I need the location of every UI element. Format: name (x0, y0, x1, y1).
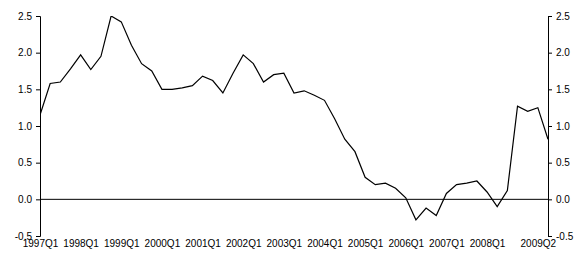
tick: 1.5 (548, 84, 570, 95)
tick: 2008Q1 (470, 236, 506, 249)
tick-label: 1997Q1 (23, 238, 59, 249)
tick: 2001Q1 (185, 236, 221, 249)
tick-label: 0.0 (556, 194, 570, 205)
tick-label: 2009Q2 (521, 238, 557, 249)
plot-area (40, 16, 548, 220)
tick-mark (36, 16, 40, 17)
tick-label: 2.0 (18, 47, 32, 58)
tick-mark (36, 53, 40, 54)
tick-label: 2000Q1 (145, 238, 181, 249)
tick-mark (36, 236, 40, 237)
tick-label: 0.0 (18, 194, 32, 205)
tick: 1.0 (18, 121, 40, 132)
tick: 0.0 (548, 194, 570, 205)
y2-axis: -0.5 0.0 0.5 1.0 1.5 2.0 2.5 (548, 11, 574, 242)
tick: 2.5 (548, 11, 570, 22)
tick-label: 2001Q1 (185, 238, 221, 249)
tick-label: 2007Q1 (429, 238, 465, 249)
tick: 2005Q1 (348, 236, 384, 249)
tick: 1.0 (548, 121, 570, 132)
tick-mark (548, 89, 552, 90)
tick: 0.5 (18, 157, 40, 168)
axis-line (549, 17, 553, 237)
tick-label: 1998Q1 (63, 238, 99, 249)
tick: 2.0 (548, 47, 570, 58)
y-axis: -0.50.00.51.01.52.02.5 (15, 11, 41, 242)
tick-mark (36, 163, 40, 164)
tick: 2004Q1 (307, 236, 343, 249)
tick: 1997Q1 (23, 236, 59, 249)
tick-mark (548, 16, 552, 17)
tick: 2.0 (18, 47, 40, 58)
tick-label: 2005Q1 (348, 238, 384, 249)
tick-label: 2008Q1 (470, 238, 506, 249)
axis-line (36, 17, 41, 237)
tick-label: 1999Q1 (104, 238, 140, 249)
tick: 2002Q1 (226, 236, 262, 249)
tick-mark (548, 53, 552, 54)
tick: 1998Q1 (63, 236, 99, 249)
tick-label: 2.5 (18, 11, 32, 22)
tick: 0.0 (18, 194, 40, 205)
x-axis: 1997Q1 1998Q1 1999Q1 2000Q1 2001Q1 2002Q1 2003… (23, 236, 557, 249)
tick-label: 1.5 (556, 84, 570, 95)
tick: 2009Q2 (521, 236, 557, 249)
tick: 0.5 (548, 157, 570, 168)
tick-label: 1.0 (556, 121, 570, 132)
tick-label: 2003Q1 (267, 238, 303, 249)
line (40, 16, 548, 220)
tick-label: 2.0 (556, 47, 570, 58)
tick: 1999Q1 (104, 236, 140, 249)
tick-label: 0.5 (18, 157, 32, 168)
tick-label: 0.5 (556, 157, 570, 168)
tick: 2003Q1 (267, 236, 303, 249)
tick: 2.5 (18, 11, 40, 22)
tick-mark (548, 163, 552, 164)
tick-label: -0.5 (556, 231, 574, 242)
tick: 2007Q1 (429, 236, 465, 249)
zero-line (40, 199, 548, 200)
tick-mark (36, 89, 40, 90)
tick-mark (548, 126, 552, 127)
tick-label: 2002Q1 (226, 238, 262, 249)
tick: 1.5 (18, 84, 40, 95)
tick-label: 1.0 (18, 121, 32, 132)
tick-label: 2006Q1 (388, 238, 424, 249)
tick: 2000Q1 (145, 236, 181, 249)
tick-mark (548, 199, 552, 200)
tick-label: 1.5 (18, 84, 32, 95)
tick-mark (36, 126, 40, 127)
tick-label: 2.5 (556, 11, 570, 22)
chart: -0.50.00.51.01.52.02.5-0.50.00.51.01.52.… (0, 0, 586, 265)
tick-label: 2004Q1 (307, 238, 343, 249)
tick-mark (548, 236, 552, 237)
tick: 2006Q1 (388, 236, 424, 249)
tick-mark (36, 199, 40, 200)
